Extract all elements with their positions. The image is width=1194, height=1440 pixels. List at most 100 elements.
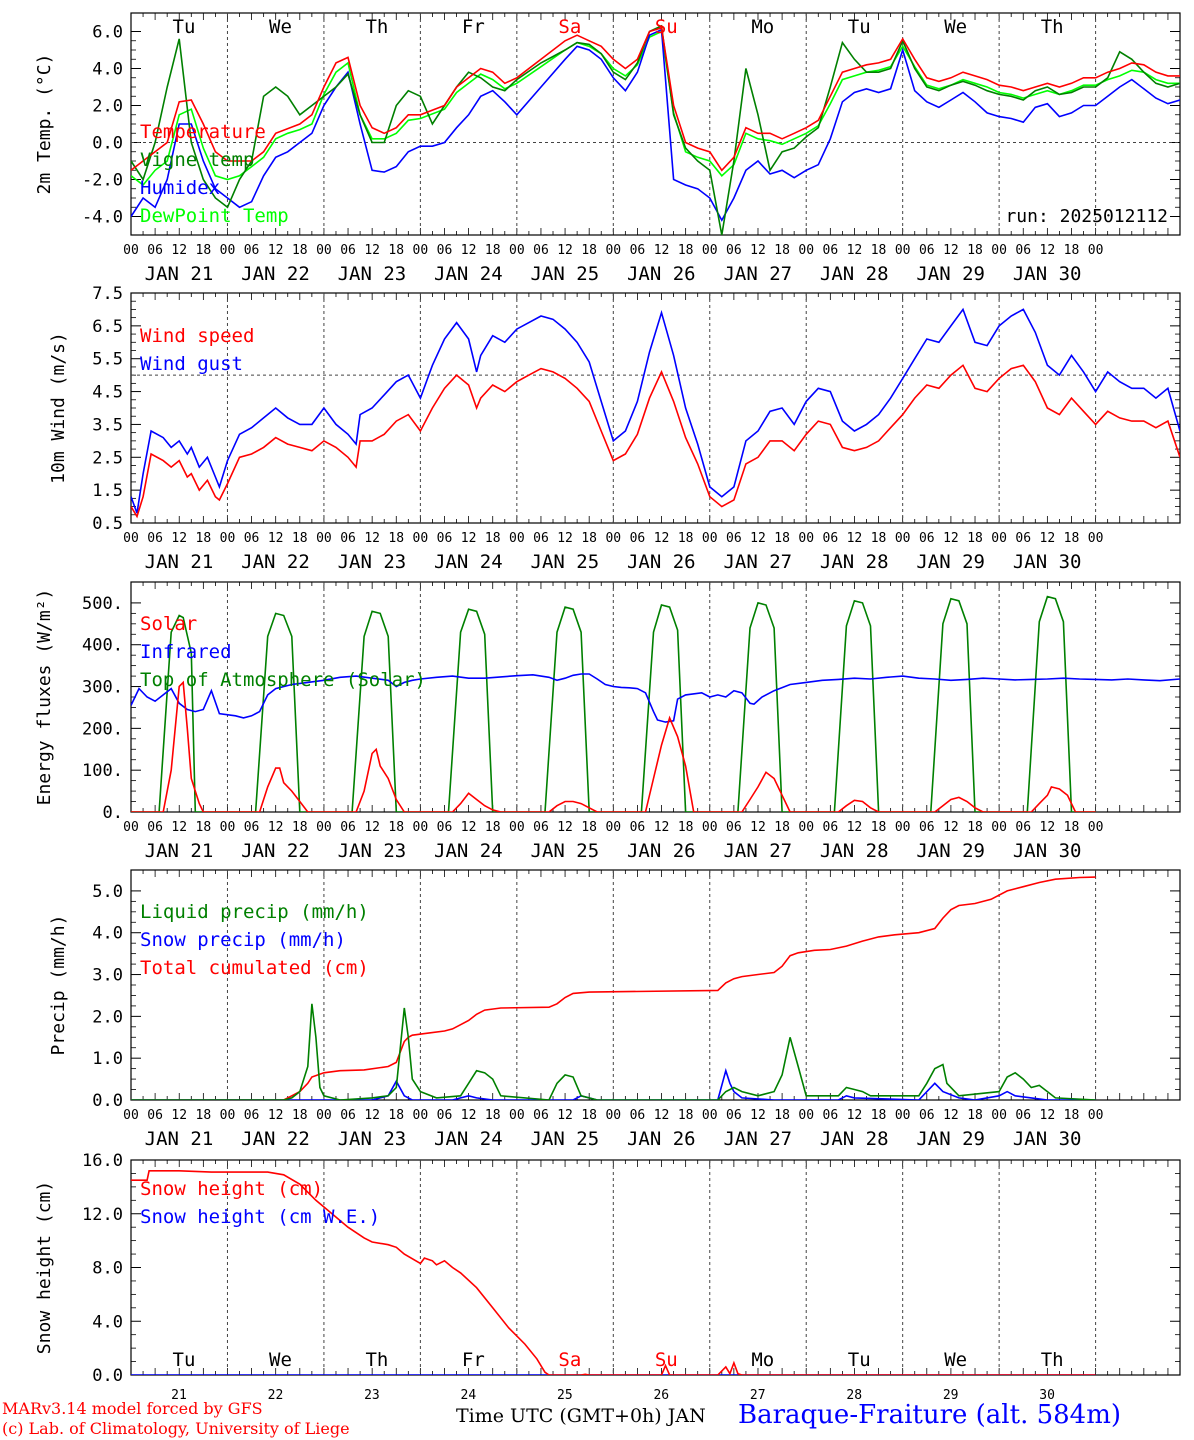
y-tick-label: 16.0 bbox=[82, 1151, 123, 1171]
date-label: JAN 25 bbox=[531, 551, 600, 573]
day-number-label: 24 bbox=[461, 1388, 477, 1403]
hour-label: 06 bbox=[533, 820, 549, 835]
weekday-label: Tu bbox=[173, 16, 196, 38]
hour-label: 18 bbox=[485, 531, 501, 546]
legend-entry: Vigne temp bbox=[140, 149, 254, 171]
hour-label: 00 bbox=[605, 820, 621, 835]
hour-label: 12 bbox=[461, 1108, 477, 1123]
weekday-label: Th bbox=[365, 16, 388, 38]
hour-label: 12 bbox=[654, 820, 670, 835]
hour-label: 06 bbox=[340, 531, 356, 546]
y-tick-label: 300. bbox=[82, 678, 123, 698]
date-label: JAN 21 bbox=[145, 1128, 214, 1150]
y-tick-label: 6.0 bbox=[92, 23, 123, 43]
y-tick-label: 7.5 bbox=[92, 284, 123, 304]
date-label: JAN 28 bbox=[820, 263, 889, 285]
hour-label: 18 bbox=[292, 531, 308, 546]
date-label: JAN 29 bbox=[916, 840, 985, 862]
y-tick-label: 8.0 bbox=[92, 1259, 123, 1279]
hour-label: 00 bbox=[895, 531, 911, 546]
legend-entry: Wind speed bbox=[140, 325, 254, 347]
hour-label: 00 bbox=[413, 1108, 429, 1123]
legend-entry: Snow height (cm W.E.) bbox=[140, 1206, 380, 1228]
weekday-label: We bbox=[269, 1349, 292, 1371]
hour-label: 12 bbox=[557, 820, 573, 835]
date-label: JAN 26 bbox=[627, 551, 696, 573]
hour-label: 00 bbox=[895, 1108, 911, 1123]
hour-label: 06 bbox=[1015, 820, 1031, 835]
hour-label: 06 bbox=[630, 1108, 646, 1123]
y-tick-label: 3.0 bbox=[92, 966, 123, 986]
legend-entry: Humidex bbox=[140, 177, 220, 199]
legend-entry: Temperature bbox=[140, 121, 266, 143]
hour-label: 18 bbox=[871, 1108, 887, 1123]
hour-label: 12 bbox=[268, 820, 284, 835]
hour-label: 00 bbox=[316, 820, 332, 835]
hour-label: 12 bbox=[268, 1108, 284, 1123]
hour-label: 06 bbox=[437, 243, 453, 258]
y-tick-label: 1.5 bbox=[92, 481, 123, 501]
hour-label: 18 bbox=[678, 531, 694, 546]
weekday-label: Th bbox=[1041, 1349, 1064, 1371]
hour-label: 00 bbox=[509, 1108, 525, 1123]
hour-label: 12 bbox=[461, 243, 477, 258]
plot-frame bbox=[130, 581, 1181, 813]
day-number-label: 22 bbox=[268, 1388, 284, 1403]
hour-label: 18 bbox=[678, 820, 694, 835]
hour-label: 06 bbox=[244, 243, 260, 258]
hour-label: 18 bbox=[871, 243, 887, 258]
hour-label: 18 bbox=[581, 1108, 597, 1123]
lab-credit: (c) Lab. of Climatology, University of L… bbox=[2, 1419, 350, 1438]
hour-label: 12 bbox=[461, 531, 477, 546]
hour-label: 12 bbox=[268, 531, 284, 546]
date-label: JAN 29 bbox=[916, 551, 985, 573]
date-label: JAN 22 bbox=[241, 551, 310, 573]
hour-label: 12 bbox=[750, 243, 766, 258]
weekday-label: We bbox=[944, 16, 967, 38]
hour-label: 06 bbox=[437, 820, 453, 835]
legend-entry: Liquid precip (mm/h) bbox=[140, 901, 369, 923]
y-tick-label: 0. bbox=[103, 803, 123, 823]
hour-label: 18 bbox=[388, 1108, 404, 1123]
weekday-label: Sa bbox=[558, 1349, 581, 1371]
hour-label: 06 bbox=[244, 1108, 260, 1123]
hour-label: 18 bbox=[967, 1108, 983, 1123]
hour-label: 00 bbox=[123, 243, 139, 258]
hour-label: 12 bbox=[171, 531, 187, 546]
series-line-dewpoint-temp bbox=[131, 30, 1180, 187]
hour-label: 12 bbox=[1040, 243, 1056, 258]
series-line-wind-gust bbox=[131, 307, 1180, 514]
hour-label: 18 bbox=[485, 820, 501, 835]
series-line-humidex bbox=[131, 28, 1180, 222]
y-tick-label: 5.5 bbox=[92, 350, 123, 370]
date-label: JAN 22 bbox=[241, 840, 310, 862]
hour-label: 00 bbox=[316, 1108, 332, 1123]
weekday-label: Sa bbox=[558, 16, 581, 38]
y-tick-label: 2.0 bbox=[92, 97, 123, 117]
hour-label: 06 bbox=[630, 820, 646, 835]
hour-label: 18 bbox=[678, 243, 694, 258]
hour-label: 00 bbox=[123, 820, 139, 835]
hour-label: 00 bbox=[413, 820, 429, 835]
day-number-label: 28 bbox=[846, 1388, 862, 1403]
weekday-label: Tu bbox=[173, 1349, 196, 1371]
hour-label: 06 bbox=[1015, 1108, 1031, 1123]
date-label: JAN 21 bbox=[145, 263, 214, 285]
hour-label: 18 bbox=[1064, 243, 1080, 258]
day-number-label: 30 bbox=[1039, 1388, 1055, 1403]
date-label: JAN 30 bbox=[1013, 263, 1082, 285]
date-label: JAN 24 bbox=[434, 263, 503, 285]
y-tick-label: -4.0 bbox=[82, 208, 123, 228]
hour-label: 00 bbox=[1088, 531, 1104, 546]
series-line-solar bbox=[131, 680, 1096, 812]
hour-label: 12 bbox=[943, 243, 959, 258]
hour-label: 18 bbox=[292, 820, 308, 835]
hour-label: 06 bbox=[630, 531, 646, 546]
y-axis-label: 10m Wind (m/s) bbox=[48, 332, 69, 484]
panel-3: 0. 100. 200. 300. 400. 500. Energy fluxes (W/m… bbox=[34, 581, 1181, 862]
hour-label: 18 bbox=[388, 820, 404, 835]
day-number-label: 21 bbox=[171, 1388, 187, 1403]
day-number-label: 27 bbox=[750, 1388, 766, 1403]
hour-label: 18 bbox=[774, 820, 790, 835]
hour-label: 18 bbox=[196, 1108, 212, 1123]
